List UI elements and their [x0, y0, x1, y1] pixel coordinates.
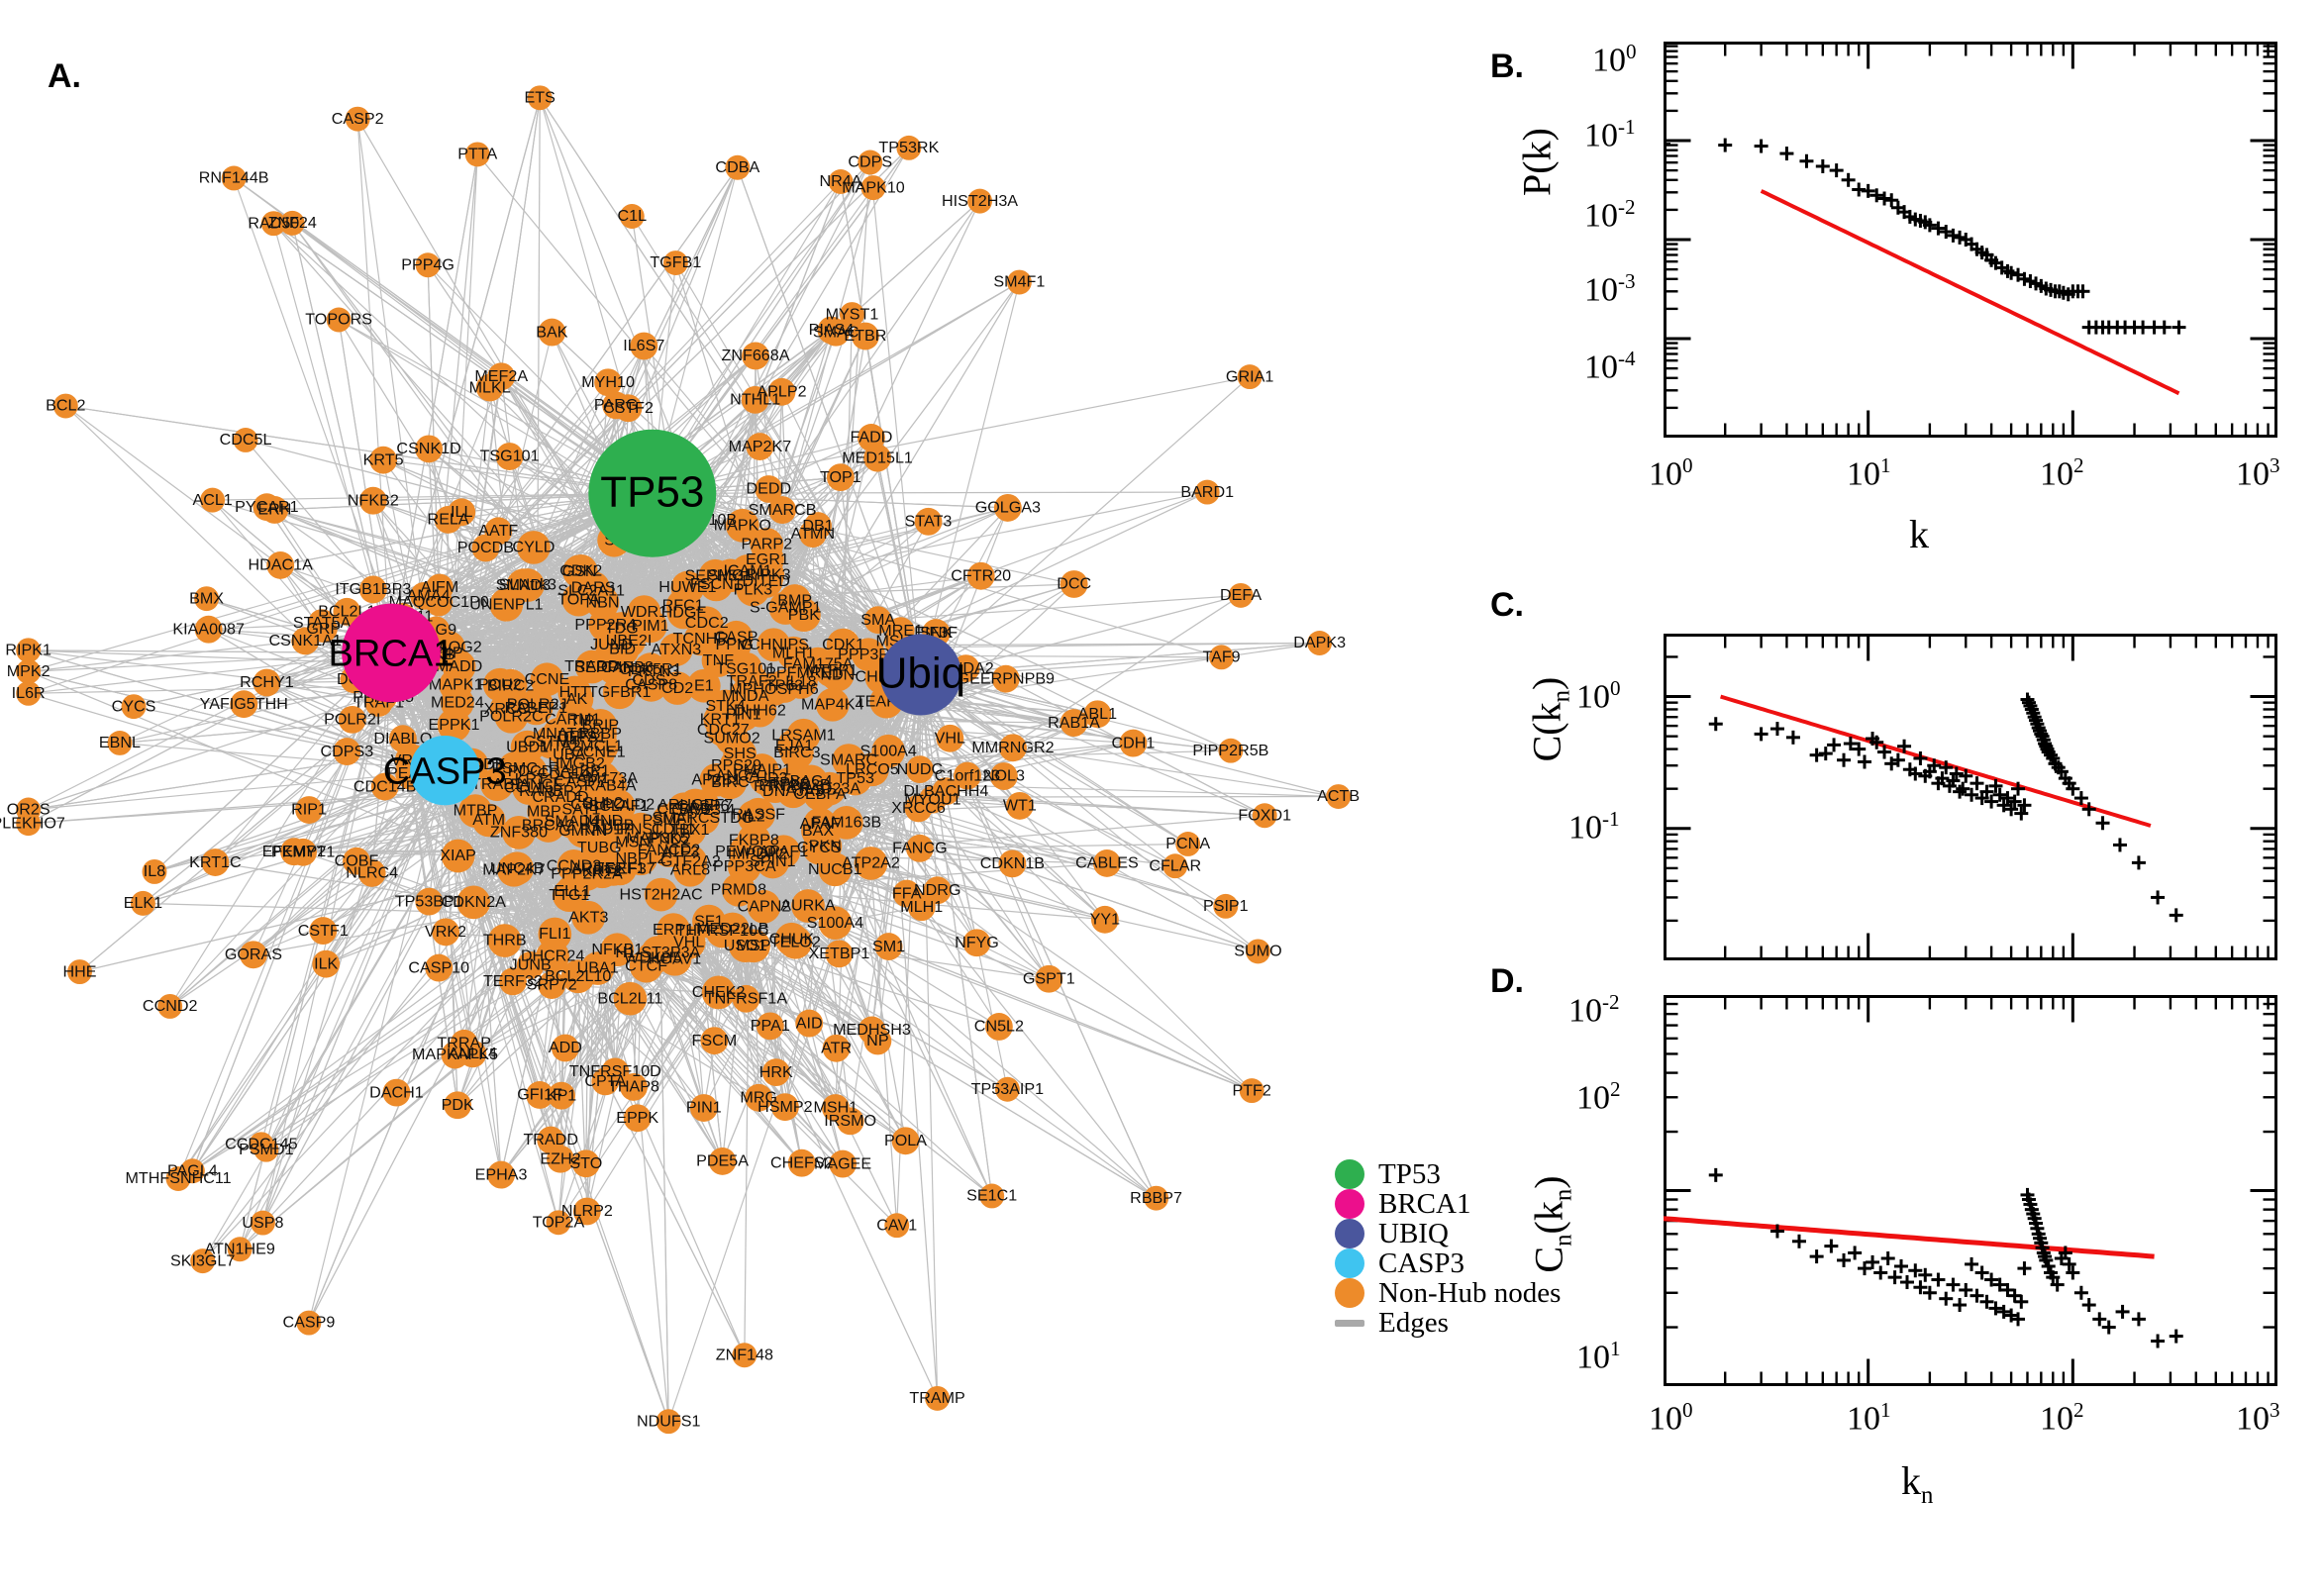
- panel-d-ytick-0: 102: [1576, 1077, 1621, 1117]
- panel-c: C. C(kn) 100 10-1: [1465, 574, 2317, 970]
- legend-item-brca1: BRCA1: [1335, 1187, 1572, 1220]
- legend-item-edges: Edges: [1335, 1306, 1572, 1339]
- panel-b-xtick-2: 102: [2040, 453, 2084, 493]
- panel-b-xlabel: k: [1909, 512, 1929, 556]
- panel-b-xtick-3: 103: [2236, 453, 2280, 493]
- legend-item-nonhub: Non-Hub nodes: [1335, 1276, 1572, 1309]
- panel-d-xtick-1: 101: [1847, 1398, 1891, 1438]
- panel-c-ytick-2: 10-2: [1568, 990, 1620, 1030]
- panel-c-ylabel: C(kn): [1524, 676, 1575, 762]
- legend-label-brca1: BRCA1: [1378, 1187, 1471, 1220]
- orange-circle-icon: [1335, 1278, 1364, 1308]
- panel-b-ytick-0: 100: [1592, 40, 1637, 79]
- panel-c-plot-area: [1664, 634, 2277, 960]
- panel-b: B. P(k) 100 10-1 10-2 10-3 10-4 100 101 …: [1465, 20, 2317, 584]
- panel-b-plot-area: [1664, 42, 2277, 438]
- panel-b-ytick-3: 10-3: [1584, 269, 1636, 309]
- panel-b-ytick-2: 10-2: [1584, 195, 1636, 235]
- panel-d-label: D.: [1490, 962, 1524, 1000]
- network-panel: A. CDC14B THAP8 KIAA0087 TP53RK MAGEE DHCR24 C…: [0, 57, 1360, 1435]
- panel-c-ytick-1: 10-1: [1568, 807, 1620, 847]
- blue-circle-icon: [1335, 1219, 1364, 1248]
- cyan-circle-icon: [1335, 1248, 1364, 1278]
- network-graph: CDC14BTHAP8KIAA0087TP53RKMAGEEDHCR24CDC1…: [0, 85, 1360, 1435]
- panel-d-ylabel: Cn(kn): [1526, 1175, 1577, 1273]
- green-circle-icon: [1335, 1159, 1364, 1189]
- panel-d-xtick-3: 103: [2236, 1398, 2280, 1438]
- panel-b-label: B.: [1490, 48, 1524, 85]
- legend-label-tp53: TP53: [1378, 1157, 1441, 1190]
- panel-b-ytick-1: 10-1: [1584, 115, 1636, 154]
- panel-d-xlabel: kn: [1901, 1458, 1934, 1509]
- panel-d: D. 10-2 Cn(kn) 102 101 100 101 102 103 k…: [1465, 950, 2317, 1584]
- panel-b-xtick-0: 100: [1649, 453, 1693, 493]
- legend-item-ubiq: UBIQ: [1335, 1217, 1572, 1249]
- panel-b-ytick-4: 10-4: [1584, 347, 1636, 386]
- panel-d-ytick-1: 101: [1576, 1337, 1621, 1376]
- network-nodes: CDC14BTHAP8KIAA0087TP53RKMAGEEDHCR24CDC1…: [0, 85, 1360, 1435]
- legend-label-nonhub: Non-Hub nodes: [1378, 1276, 1562, 1309]
- panel-d-xtick-2: 102: [2040, 1398, 2084, 1438]
- panel-d-plot-area: [1664, 995, 2277, 1386]
- legend-label-edges: Edges: [1378, 1306, 1449, 1339]
- panel-c-ytick-0: 100: [1576, 676, 1621, 716]
- legend-label-casp3: CASP3: [1378, 1247, 1465, 1279]
- panel-b-xtick-1: 101: [1847, 453, 1891, 493]
- grey-line-icon: [1335, 1319, 1364, 1327]
- panel-b-ylabel: P(k): [1514, 128, 1560, 196]
- panel-c-label: C.: [1490, 586, 1524, 624]
- network-edges: [28, 97, 1339, 1422]
- panel-a-label: A.: [48, 57, 81, 95]
- panel-d-xtick-0: 100: [1649, 1398, 1693, 1438]
- legend: TP53 BRCA1 UBIQ CASP3 Non-Hub nodes Edge…: [1335, 1157, 1572, 1339]
- magenta-circle-icon: [1335, 1189, 1364, 1219]
- legend-item-tp53: TP53: [1335, 1157, 1572, 1190]
- legend-label-ubiq: UBIQ: [1378, 1217, 1449, 1249]
- legend-item-casp3: CASP3: [1335, 1247, 1572, 1279]
